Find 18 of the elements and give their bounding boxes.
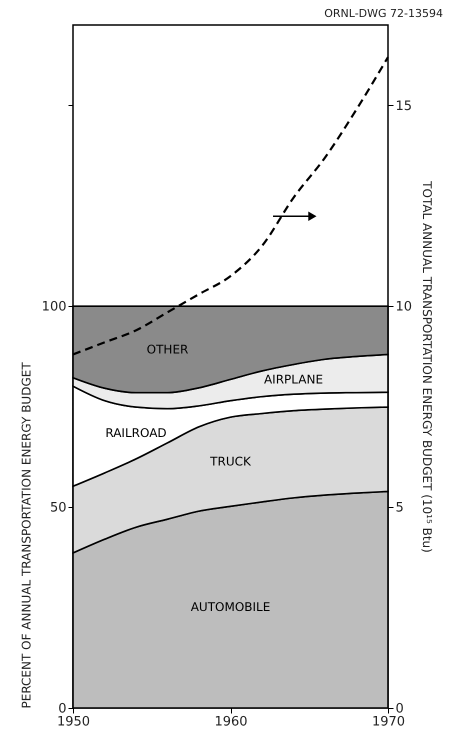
y2-tick-label: 15 [396,98,412,114]
x-tick-label: 1970 [372,714,406,730]
y-tick-label: 50 [50,500,66,516]
text: ORNL-DWG 72-13594 [324,7,443,20]
y2-tick-label: 5 [396,500,404,516]
series-label: AIRPLANE [264,372,324,386]
y2-tick-label: 0 [396,702,404,716]
series-label: OTHER [146,342,188,356]
y2-tick-label: 10 [396,300,412,315]
x-tick-label: 1950 [56,714,90,730]
y-tick-label: 100 [42,300,66,315]
series-label: RAILROAD [105,426,167,440]
y-tick-label: 0 [58,702,66,716]
series-label: AUTOMOBILE [190,600,270,614]
y-axis-title: PERCENT OF ANNUAL TRANSPORTATION ENERGY BUDGET [20,362,34,708]
y2-axis-title: TOTAL ANNUAL TRANSPORTATION ENERGY BUDGET (10¹⁵ Btu) [420,180,434,553]
x-tick-label: 1960 [214,714,248,730]
series-label: TRUCK [209,454,252,469]
